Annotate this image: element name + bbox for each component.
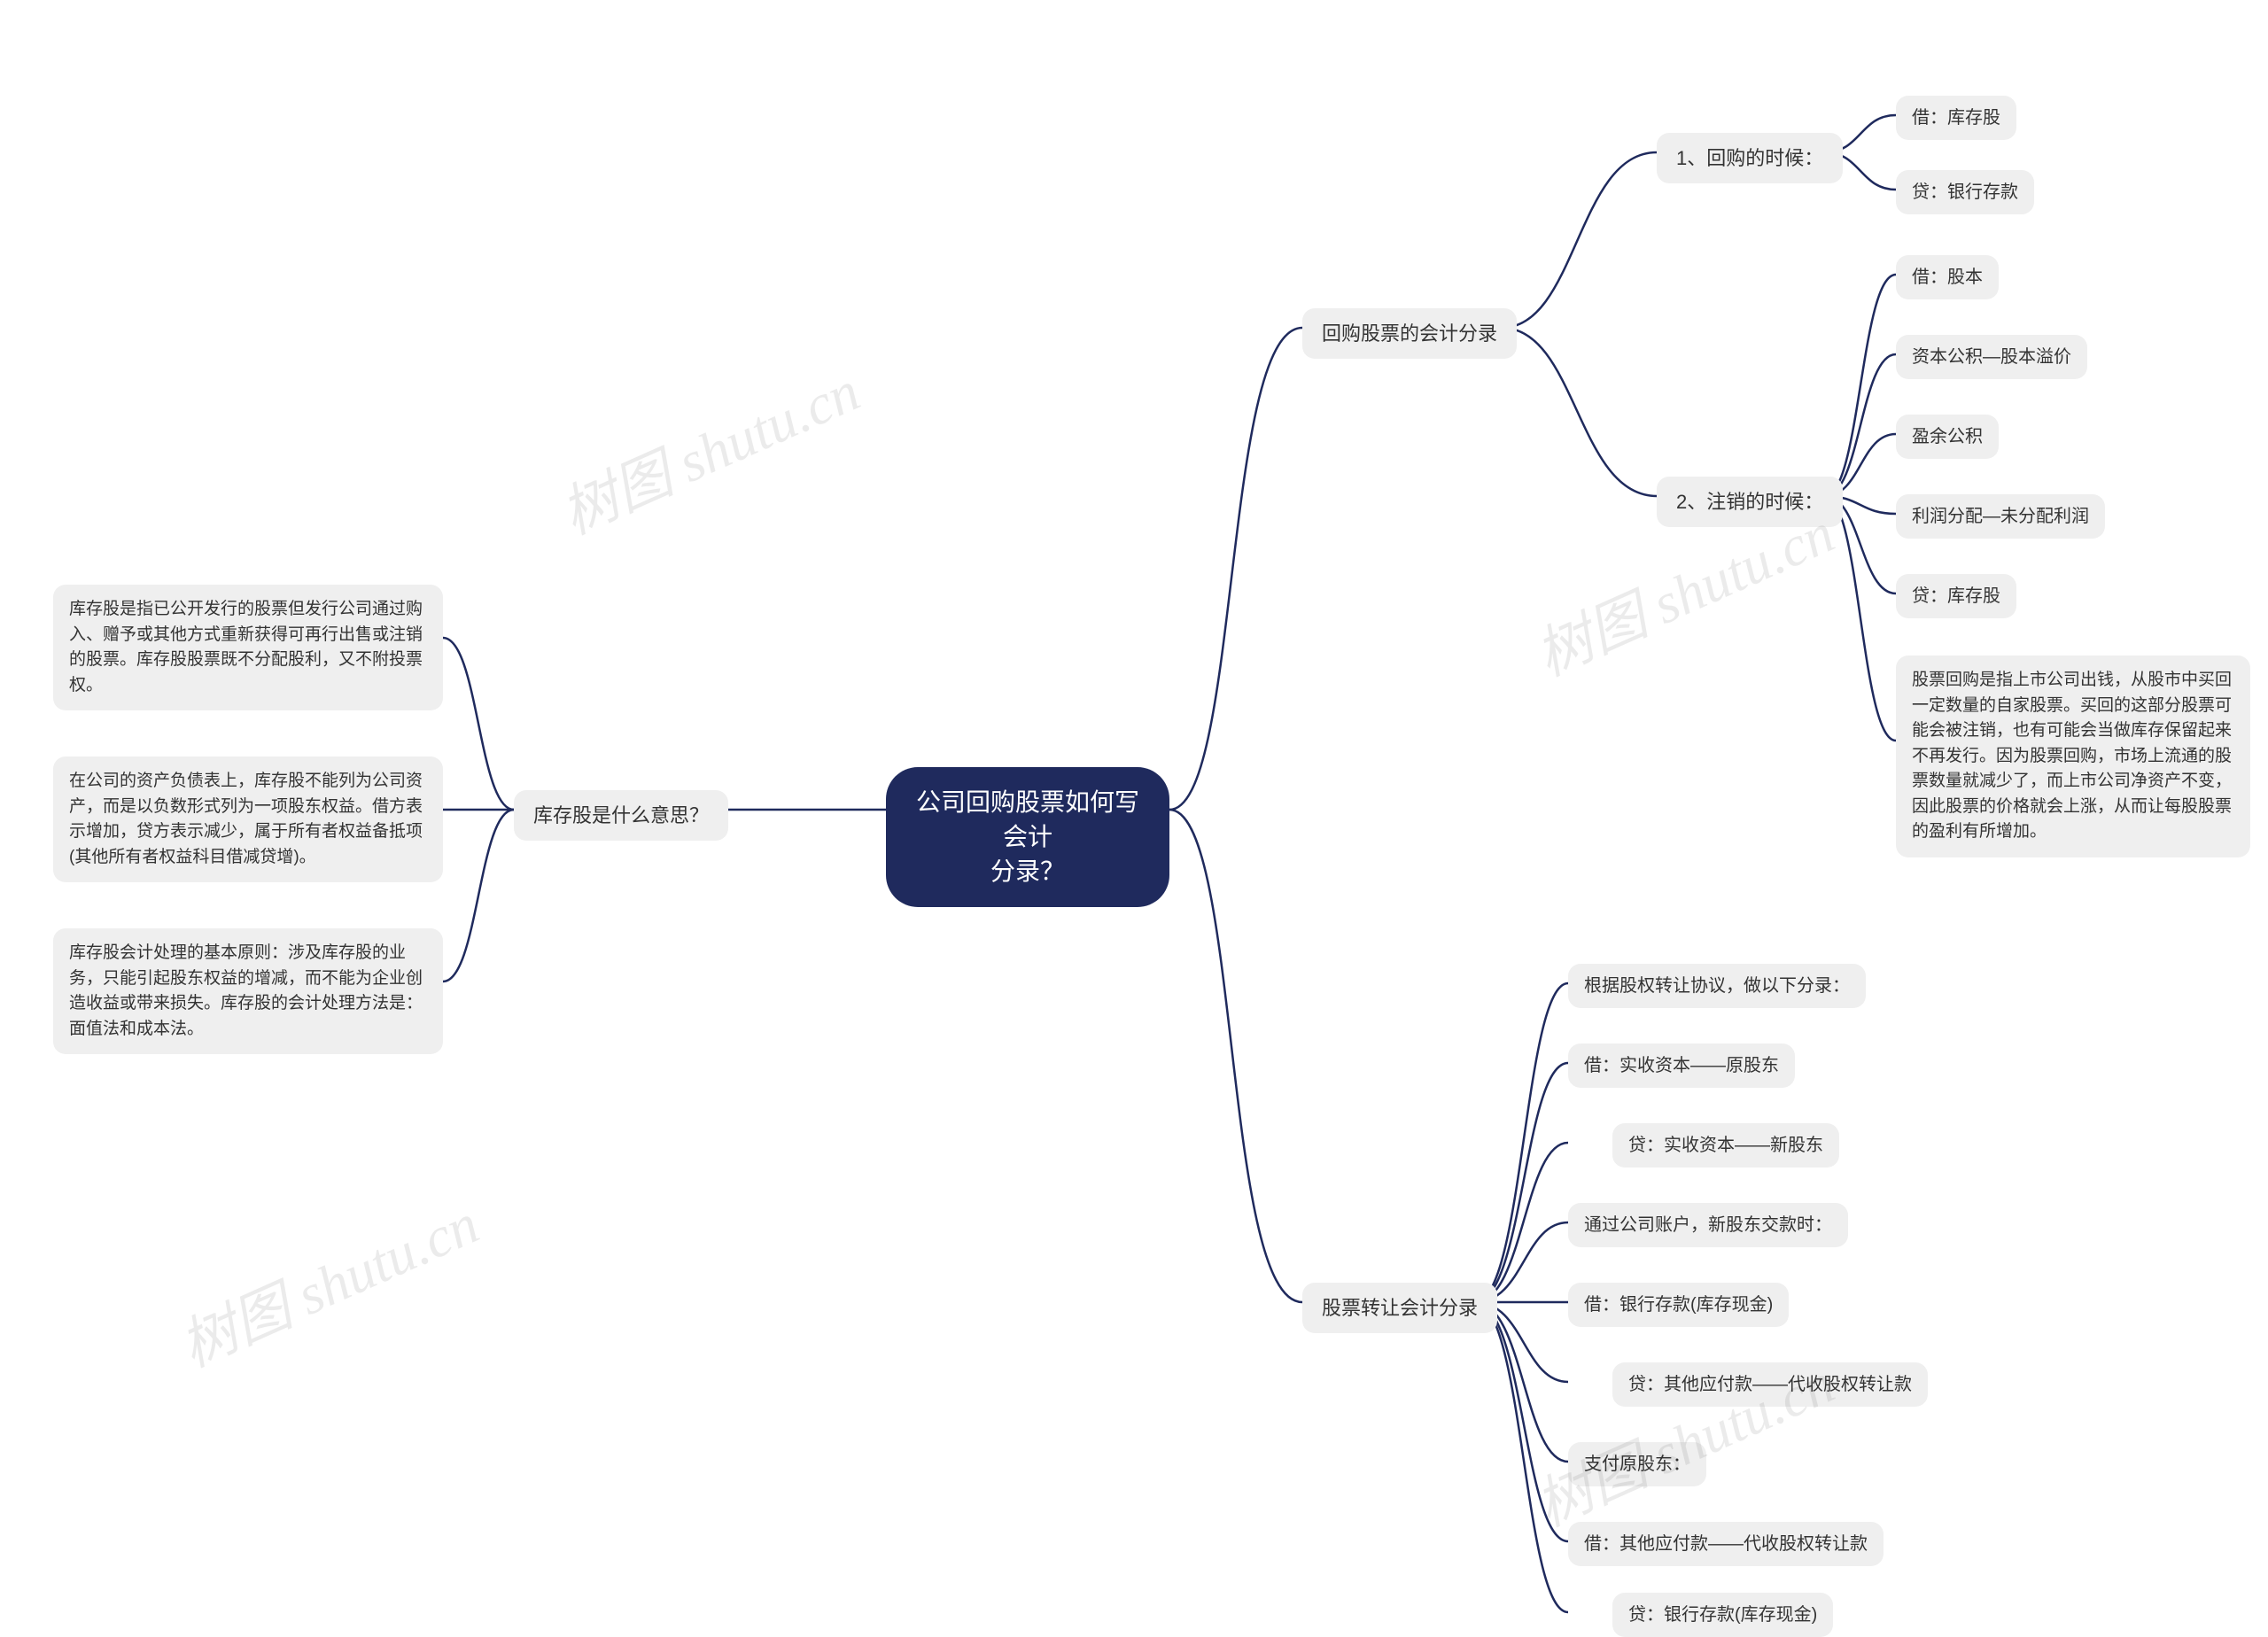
right2-l8: 借：其他应付款——代收股权转让款 <box>1568 1522 1884 1566</box>
left-branch: 库存股是什么意思？ <box>514 790 728 841</box>
left-para-1: 库存股是指已公开发行的股票但发行公司通过购入、赠予或其他方式重新获得可再行出售或… <box>53 585 443 710</box>
root-node: 公司回购股票如何写会计 分录？ <box>886 767 1169 907</box>
right1-s1: 1、回购的时候： <box>1657 133 1843 183</box>
right2-l4: 通过公司账户，新股东交款时： <box>1568 1203 1848 1247</box>
right1-s2e: 贷：库存股 <box>1896 574 2016 618</box>
right2-l2: 借：实收资本——原股东 <box>1568 1043 1795 1088</box>
right2-l5: 借：银行存款(库存现金) <box>1568 1283 1789 1327</box>
right1-branch: 回购股票的会计分录 <box>1302 308 1517 359</box>
watermark: 树图 shutu.cn <box>166 1179 489 1383</box>
right1-s2b: 资本公积—股本溢价 <box>1896 335 2087 379</box>
right2-l1: 根据股权转让协议，做以下分录： <box>1568 964 1866 1008</box>
watermark: 树图 shutu.cn <box>547 346 870 550</box>
right1-s2f: 股票回购是指上市公司出钱，从股市中买回一定数量的自家股票。买回的这部分股票可能会… <box>1896 656 2250 857</box>
right1-s2d: 利润分配—未分配利润 <box>1896 494 2105 539</box>
right1-s1b: 贷：银行存款 <box>1896 170 2034 214</box>
right2-l9: 贷：银行存款(库存现金) <box>1612 1593 1833 1637</box>
right1-s2: 2、注销的时候： <box>1657 477 1843 527</box>
right1-s1a: 借：库存股 <box>1896 96 2016 140</box>
right1-s2c: 盈余公积 <box>1896 415 1999 459</box>
right2-l6: 贷：其他应付款——代收股权转让款 <box>1612 1362 1928 1407</box>
left-para-3: 库存股会计处理的基本原则：涉及库存股的业务，只能引起股东权益的增减，而不能为企业… <box>53 928 443 1054</box>
left-para-2: 在公司的资产负债表上，库存股不能列为公司资产，而是以负数形式列为一项股东权益。借… <box>53 756 443 882</box>
right1-s2a: 借：股本 <box>1896 255 1999 299</box>
right2-l7: 支付原股东： <box>1568 1442 1706 1486</box>
right2-branch: 股票转让会计分录 <box>1302 1283 1497 1333</box>
right2-l3: 贷：实收资本——新股东 <box>1612 1123 1839 1168</box>
